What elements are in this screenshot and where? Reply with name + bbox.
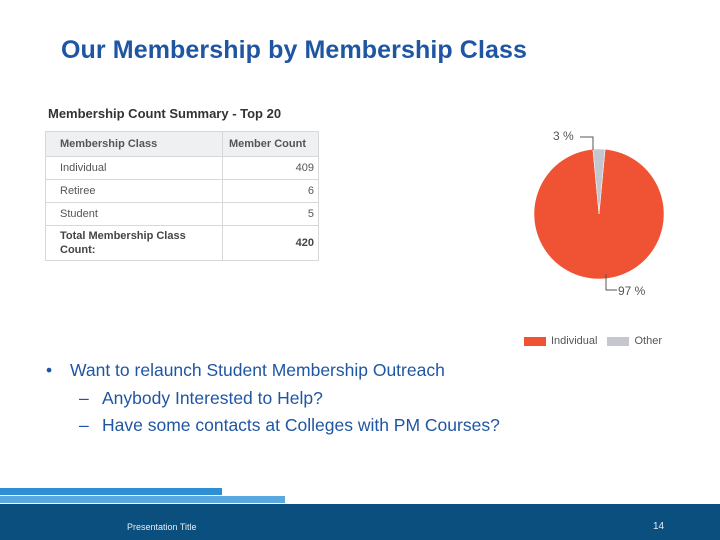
table-row: Retiree 6 xyxy=(45,179,319,203)
table-row: Student 5 xyxy=(45,202,319,226)
member-count-cell: 5 xyxy=(222,202,319,226)
column-header-membership-class: Membership Class xyxy=(45,131,223,157)
legend-item-other: Other xyxy=(607,335,662,347)
bullet-text: Want to relaunch Student Membership Outr… xyxy=(70,360,445,380)
sub-bullet-item: – Have some contacts at Colleges with PM … xyxy=(36,412,500,440)
legend-swatch-individual xyxy=(524,336,546,346)
table-row: Individual 409 xyxy=(45,156,319,180)
bullet-dot-icon: • xyxy=(46,360,53,380)
sub-bullet-text: Anybody Interested to Help? xyxy=(102,387,323,408)
table-header-row: Membership Class Member Count xyxy=(45,131,319,157)
membership-summary-table: Membership Class Member Count Individual… xyxy=(45,131,319,261)
leader-line-other xyxy=(580,136,594,150)
bullet-item: • Want to relaunch Student Membership Out… xyxy=(36,357,500,385)
legend-swatch-other xyxy=(607,336,630,346)
pie-slice-individual xyxy=(533,149,665,280)
legend-item-individual: Individual xyxy=(524,335,597,347)
legend-label-individual: Individual xyxy=(551,335,598,347)
chart-legend: Individual Other xyxy=(524,335,662,347)
legend-label-other: Other xyxy=(634,335,662,347)
slide-title: Our Membership by Membership Class xyxy=(61,36,528,64)
member-count-cell: 409 xyxy=(222,156,319,180)
pie-label-individual: 97 % xyxy=(618,284,646,298)
membership-class-cell: Student xyxy=(45,202,223,226)
total-value-cell: 420 xyxy=(222,225,319,261)
sub-bullet-item: – Anybody Interested to Help? xyxy=(36,385,500,413)
leader-line-individual xyxy=(605,274,617,291)
column-header-member-count: Member Count xyxy=(222,131,319,157)
member-count-cell: 6 xyxy=(222,179,319,203)
table-caption: Membership Count Summary - Top 20 xyxy=(48,106,282,121)
dash-icon: – xyxy=(79,387,89,408)
footer-stripe-top xyxy=(0,488,222,495)
pie-label-other: 3 % xyxy=(553,129,574,143)
sub-bullet-text: Have some contacts at Colleges with PM C… xyxy=(102,415,500,435)
membership-class-cell: Individual xyxy=(45,156,223,180)
total-label-cell: Total Membership Class Count: xyxy=(45,225,223,261)
page-number: 14 xyxy=(653,521,665,532)
footer-bar xyxy=(0,504,720,540)
membership-class-cell: Retiree xyxy=(45,179,223,203)
table-total-row: Total Membership Class Count: 420 xyxy=(45,225,319,261)
footer-stripe-middle xyxy=(0,496,285,503)
pie-chart: 3 % 97 % xyxy=(533,129,665,298)
dash-icon: – xyxy=(79,415,89,435)
footer-presentation-title: Presentation Title xyxy=(127,522,197,532)
bullet-list: • Want to relaunch Student Membership Out… xyxy=(36,357,500,440)
